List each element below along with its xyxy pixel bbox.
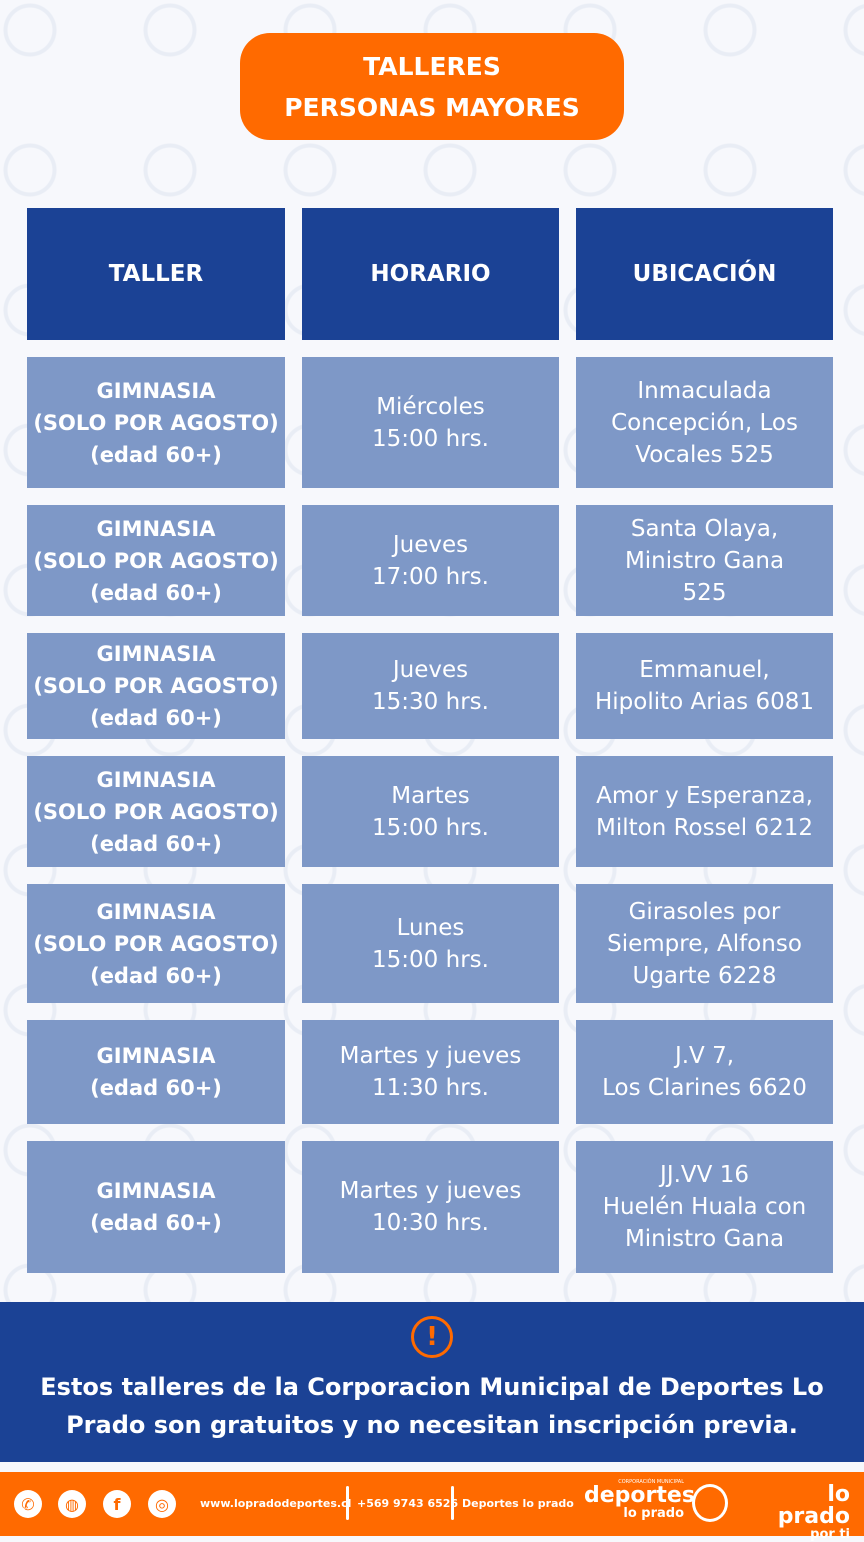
lo-prado-logo: lo prado por ti	[777, 1482, 850, 1542]
cell-line: GIMNASIA	[96, 378, 216, 403]
cell-line: 10:30 hrs.	[372, 1210, 489, 1236]
footer: ✆ ◍ f ◎ www.lopradodeportes.cl +569 9743…	[0, 1472, 864, 1541]
cell-line: 15:30 hrs.	[372, 689, 489, 715]
header-taller: TALLER	[27, 208, 285, 340]
cell-ubicacion: Amor y Esperanza, Milton Rossel 6212	[576, 756, 833, 867]
cell-line: 525	[682, 579, 727, 606]
cell-taller: GIMNASIA (SOLO POR AGOSTO) (edad 60+)	[27, 505, 285, 616]
cell-line: Los Clarines 6620	[602, 1075, 807, 1101]
cell-line: Milton Rossel 6212	[596, 814, 813, 841]
banner-text: Estos talleres de la Corporacion Municip…	[40, 1373, 824, 1439]
cell-line: Hipolito Arias 6081	[594, 689, 815, 715]
cell-line: 17:00 hrs.	[372, 563, 489, 590]
facebook-icon[interactable]: f	[103, 1490, 131, 1518]
globe-icon[interactable]: ◍	[58, 1490, 86, 1518]
cell-line: Jueves	[392, 657, 469, 683]
cell-line: Huelén Huala con	[602, 1194, 807, 1220]
phone-number: +569 9743 6526	[357, 1497, 459, 1510]
cell-taller: GIMNASIA (SOLO POR AGOSTO) (edad 60+)	[27, 357, 285, 488]
cell-line: (edad 60+)	[90, 442, 222, 467]
cell-line: (SOLO POR AGOSTO)	[33, 799, 279, 824]
cell-line: (SOLO POR AGOSTO)	[33, 931, 279, 956]
cell-horario: Martes y jueves 10:30 hrs.	[302, 1141, 559, 1273]
cell-line: 15:00 hrs.	[372, 946, 489, 973]
cell-line: Santa Olaya,	[630, 515, 779, 542]
cell-taller: GIMNASIA (edad 60+)	[27, 1020, 285, 1124]
cell-ubicacion: J.V 7, Los Clarines 6620	[576, 1020, 833, 1124]
cell-line: Inmaculada	[637, 377, 772, 404]
cell-line: GIMNASIA	[96, 642, 216, 666]
cell-line: Martes	[391, 782, 470, 809]
cell-line: (edad 60+)	[90, 580, 222, 605]
cell-line: 15:00 hrs.	[372, 814, 489, 841]
cell-line: Lunes	[396, 914, 465, 941]
cell-line: (edad 60+)	[90, 1211, 222, 1235]
cell-line: Amor y Esperanza,	[596, 782, 813, 809]
divider	[451, 1486, 454, 1520]
cell-line: Concepción, Los	[611, 409, 798, 436]
cell-horario: Martes y jueves 11:30 hrs.	[302, 1020, 559, 1124]
cell-line: (SOLO POR AGOSTO)	[33, 674, 279, 698]
cell-line: Ministro Gana	[624, 547, 785, 574]
title-line-2: PERSONAS MAYORES	[284, 92, 580, 122]
cell-line: Ugarte 6228	[632, 962, 777, 989]
page-title: TALLERES PERSONAS MAYORES	[240, 33, 624, 140]
header-ubicacion: UBICACIÓN	[576, 208, 833, 340]
info-banner: ! Estos talleres de la Corporacion Munic…	[0, 1302, 864, 1462]
exclamation-circle-icon: !	[411, 1316, 453, 1358]
deportes-logo: CORPORACIÓN MUNICIPAL deportes lo prado	[584, 1479, 695, 1521]
cell-line: JJ.VV 16	[660, 1162, 749, 1188]
cell-line: Miércoles	[376, 393, 485, 420]
cell-line: 15:00 hrs.	[372, 425, 489, 452]
cell-line: Emmanuel,	[639, 657, 770, 683]
cell-line: Girasoles por	[628, 898, 781, 925]
cell-ubicacion: Inmaculada Concepción, Los Vocales 525	[576, 357, 833, 488]
cell-ubicacion: Santa Olaya, Ministro Gana 525	[576, 505, 833, 616]
cell-line: GIMNASIA	[96, 516, 216, 541]
cell-ubicacion: Emmanuel, Hipolito Arias 6081	[576, 633, 833, 739]
cell-line: (edad 60+)	[90, 706, 222, 730]
whatsapp-icon[interactable]: ✆	[14, 1490, 42, 1518]
cell-taller: GIMNASIA (SOLO POR AGOSTO) (edad 60+)	[27, 884, 285, 1003]
cell-line: (edad 60+)	[90, 831, 222, 856]
cell-horario: Martes 15:00 hrs.	[302, 756, 559, 867]
instagram-icon[interactable]: ◎	[148, 1490, 176, 1518]
cell-line: GIMNASIA	[96, 1044, 216, 1068]
cell-horario: Miércoles 15:00 hrs.	[302, 357, 559, 488]
cell-horario: Jueves 17:00 hrs.	[302, 505, 559, 616]
cell-line: GIMNASIA	[96, 767, 216, 792]
cell-line: GIMNASIA	[96, 899, 216, 924]
website-link[interactable]: www.lopradodeportes.cl	[200, 1497, 352, 1510]
cell-ubicacion: Girasoles por Siempre, Alfonso Ugarte 6228	[576, 884, 833, 1003]
cell-horario: Lunes 15:00 hrs.	[302, 884, 559, 1003]
social-handle: Deportes lo prado	[462, 1497, 574, 1510]
cell-horario: Jueves 15:30 hrs.	[302, 633, 559, 739]
cell-line: (SOLO POR AGOSTO)	[33, 410, 279, 435]
cell-taller: GIMNASIA (SOLO POR AGOSTO) (edad 60+)	[27, 633, 285, 739]
cell-line: (SOLO POR AGOSTO)	[33, 548, 279, 573]
divider	[346, 1486, 349, 1520]
title-line-1: TALLERES	[363, 51, 501, 81]
cell-taller: GIMNASIA (edad 60+)	[27, 1141, 285, 1273]
cell-taller: GIMNASIA (SOLO POR AGOSTO) (edad 60+)	[27, 756, 285, 867]
header-horario: HORARIO	[302, 208, 559, 340]
cell-line: Jueves	[392, 531, 469, 558]
cell-line: (edad 60+)	[90, 1076, 222, 1100]
cell-line: Martes y jueves	[339, 1178, 522, 1204]
cell-line: 11:30 hrs.	[372, 1075, 489, 1101]
cell-line: J.V 7,	[674, 1043, 735, 1069]
cell-line: GIMNASIA	[96, 1179, 216, 1203]
cell-line: Vocales 525	[635, 441, 774, 468]
cell-ubicacion: JJ.VV 16 Huelén Huala con Ministro Gana	[576, 1141, 833, 1273]
cell-line: (edad 60+)	[90, 963, 222, 988]
cell-line: Martes y jueves	[339, 1043, 522, 1069]
runner-logo-icon	[692, 1484, 728, 1522]
cell-line: Ministro Gana	[624, 1226, 785, 1252]
cell-line: Siempre, Alfonso	[607, 930, 802, 957]
